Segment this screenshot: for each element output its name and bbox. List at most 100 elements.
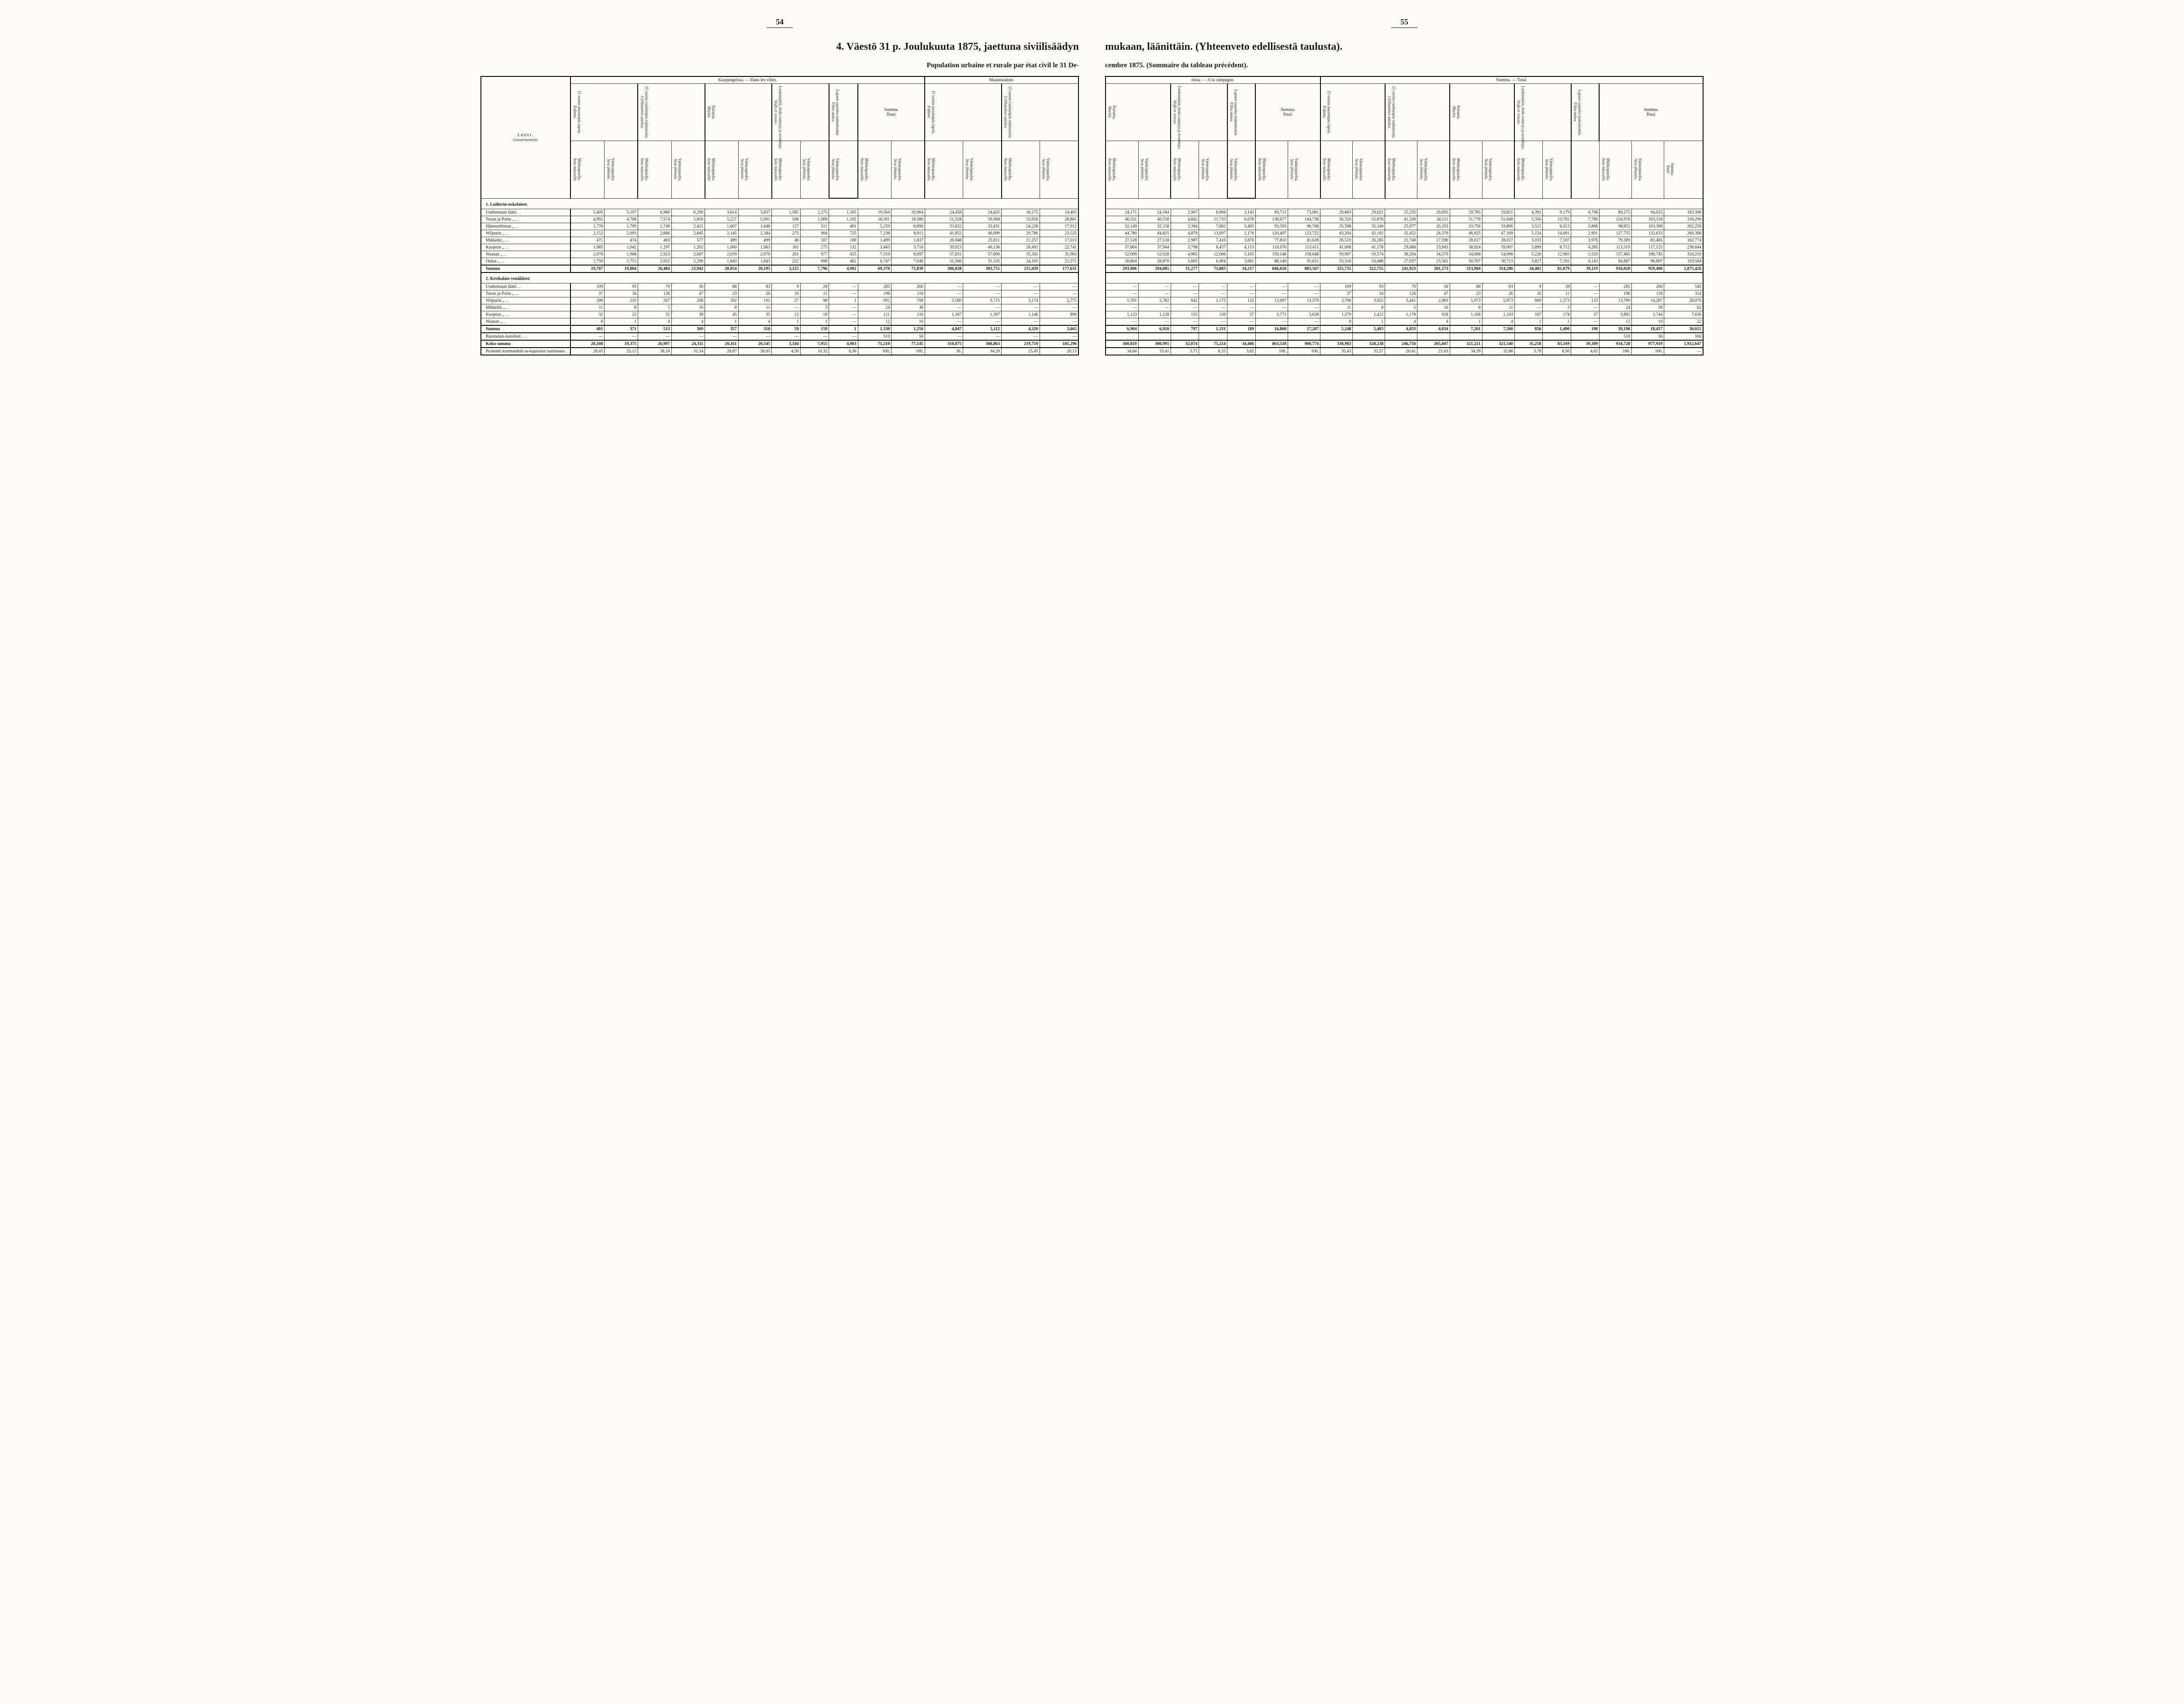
- table-cell: 508: [772, 216, 800, 223]
- table-cell: 35,341: [1002, 251, 1040, 258]
- table-cell: 2,932: [638, 258, 671, 266]
- table-cell: 1,843: [738, 258, 772, 266]
- table-cell: 2,093: [605, 230, 638, 237]
- table-cell: 4,320: [1002, 325, 1040, 333]
- table-cell: 79: [638, 283, 671, 290]
- table-cell: 1: [705, 318, 739, 326]
- table-cell: 19,375: [605, 340, 638, 348]
- table-cell: 155: [1171, 311, 1199, 318]
- table-cell: 37,864: [1106, 244, 1138, 251]
- table-cell: 2,667: [671, 251, 705, 258]
- table-cell: 35,598: [1320, 223, 1353, 230]
- table-cell: 5,973: [1482, 297, 1514, 304]
- table-cell: 163,318: [1632, 216, 1664, 223]
- table-cell: 219,759: [1002, 340, 1040, 348]
- table-cell: 117,125: [1632, 244, 1664, 251]
- subtitle-left: Population urbaine et rurale par état ci…: [480, 62, 1079, 69]
- page-number-right: 55: [1105, 17, 1704, 28]
- table-cell: 56: [892, 333, 925, 340]
- table-cell: 127,735: [1599, 230, 1631, 237]
- table-cell: 3,125: [772, 265, 800, 273]
- table-cell: —: [1199, 304, 1227, 311]
- table-cell: 13,097: [1199, 230, 1227, 237]
- table-cell: 6,960: [638, 209, 671, 216]
- table-cell: 96,708: [1288, 223, 1320, 230]
- table-cell: 18,580: [892, 216, 925, 223]
- row-label: Summa: [481, 325, 570, 333]
- table-cell: 100,: [1632, 348, 1664, 355]
- table-cell: 7,192: [1543, 258, 1571, 266]
- table-cell: 98: [800, 297, 829, 304]
- table-cell: —: [1106, 283, 1138, 290]
- table-cell: —: [1199, 283, 1227, 290]
- table-cell: 29,688: [1385, 244, 1417, 251]
- table-cell: 1,709: [605, 223, 638, 230]
- table-cell: 1,042: [605, 244, 638, 251]
- table-cell: 3,976: [1571, 237, 1600, 244]
- table-cell: 9,179: [1543, 209, 1571, 216]
- table-cell: —: [829, 311, 858, 318]
- table-cell: 1,776: [570, 223, 605, 230]
- table-cell: —: [1255, 290, 1288, 297]
- table-cell: 103,398: [1632, 223, 1664, 230]
- table-cell: 8: [605, 304, 638, 311]
- table-cell: 6,904: [1106, 325, 1138, 333]
- table-cell: 30,707: [1450, 258, 1482, 266]
- table-cell: 566: [1664, 333, 1703, 340]
- table-cell: 24: [858, 304, 892, 311]
- table-cell: 59: [772, 325, 800, 333]
- table-cell: 5,405: [570, 209, 605, 216]
- table-cell: 20,411: [705, 340, 739, 348]
- table-cell: 5,520: [1571, 251, 1600, 258]
- table-cell: 162,774: [1664, 237, 1703, 244]
- table-cell: 3,665: [1040, 325, 1078, 333]
- row-label: Wiipurin „ . .: [481, 297, 570, 304]
- table-cell: 189: [1227, 325, 1256, 333]
- table-cell: 110,076: [1255, 244, 1288, 251]
- table-cell: 24,184: [1138, 209, 1171, 216]
- table-cell: 4,143: [1571, 258, 1600, 266]
- row-label: Oulun „ . .: [481, 258, 570, 266]
- table-cell: 471: [570, 237, 605, 244]
- table-cell: 5,973: [1450, 297, 1482, 304]
- table-cell: 5,091: [738, 216, 772, 223]
- table-cell: 2,344: [738, 230, 772, 237]
- table-cell: 177,631: [1040, 265, 1078, 273]
- table-cell: 797: [1171, 325, 1199, 333]
- table-cell: [1199, 333, 1227, 340]
- table-cell: 904: [800, 230, 829, 237]
- table-cell: 4,02: [1571, 348, 1600, 355]
- table-cell: 28,491: [1002, 244, 1040, 251]
- table-cell: 101: [772, 244, 800, 251]
- table-cell: 303,751: [963, 265, 1002, 273]
- table-cell: 127: [772, 223, 800, 230]
- table-cell: 28,870: [1138, 258, 1171, 266]
- table-cell: 21,271: [1040, 258, 1078, 266]
- table-cell: —: [963, 290, 1002, 297]
- table-cell: 62: [1664, 304, 1703, 311]
- table-cell: 40,136: [963, 244, 1002, 251]
- table-cell: 28: [800, 283, 829, 290]
- table-cell: 100,: [1599, 348, 1631, 355]
- table-cell: 7,261: [1450, 325, 1482, 333]
- table-cell: 11: [570, 304, 605, 311]
- table-cell: 11: [800, 290, 829, 297]
- table-cell: —: [925, 304, 963, 311]
- table-cell: 294,085: [1138, 265, 1171, 273]
- table-cell: 7,410: [1199, 237, 1227, 244]
- table-cell: 150,146: [1255, 251, 1288, 258]
- table-cell: —: [1227, 304, 1256, 311]
- table-cell: —: [1002, 290, 1040, 297]
- table-cell: 47,169: [1482, 230, 1514, 237]
- table-cell: 12: [1599, 318, 1631, 326]
- table-cell: 2,421: [671, 223, 705, 230]
- table-cell: 261: [772, 251, 800, 258]
- table-cell: 41,530: [1385, 216, 1417, 223]
- table-cell: 190: [1571, 325, 1600, 333]
- table-cell: 20,13: [1040, 348, 1078, 355]
- table-cell: 23,561: [1417, 258, 1450, 266]
- table-cell: 4,842: [1171, 216, 1199, 223]
- table-cell: 275: [772, 230, 800, 237]
- col-laani: Lääni.: [483, 133, 569, 138]
- table-cell: 24,458: [925, 209, 963, 216]
